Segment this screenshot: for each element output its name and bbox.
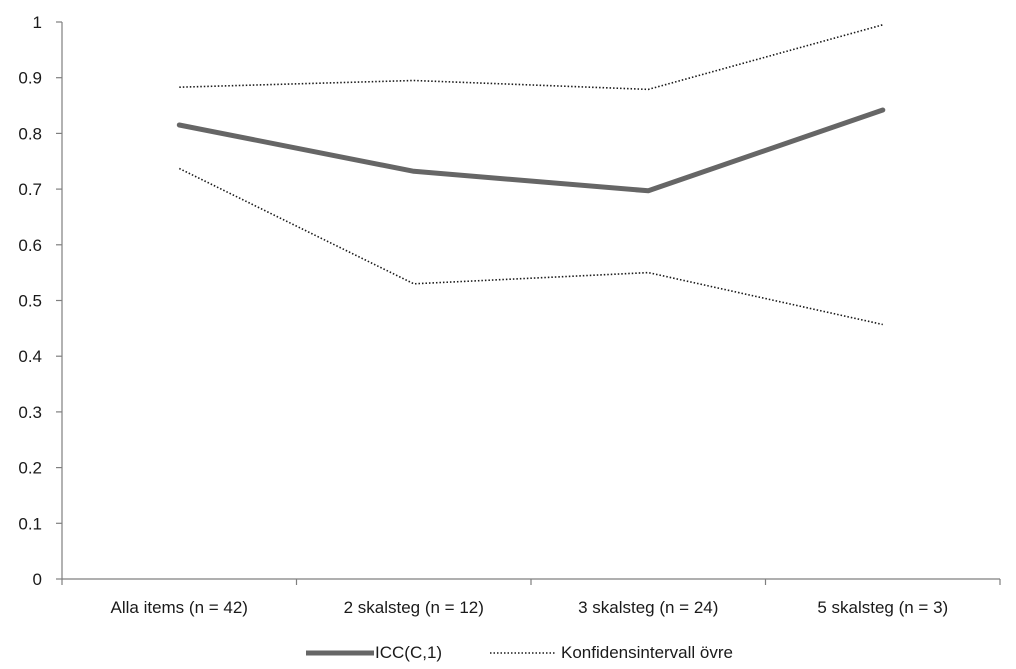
y-tick-label: 0.5 [18, 292, 42, 311]
x-category-label: 2 skalsteg (n = 12) [344, 598, 484, 617]
y-tick-label: 0.1 [18, 514, 42, 533]
x-category-label: Alla items (n = 42) [111, 598, 248, 617]
legend-label-ci: Konfidensintervall övre [561, 643, 733, 662]
series-group [176, 24, 886, 326]
x-axis-ticks: Alla items (n = 42) 2 skalsteg (n = 12) 3 … [61, 579, 1001, 617]
y-tick-label: 0.4 [18, 347, 42, 366]
y-axis-ticks: 0 0.1 0.2 0.3 0.4 0.5 0.6 0.7 0.8 0.9 1 [18, 13, 62, 589]
series-line-icc [176, 107, 886, 194]
y-tick-label: 0.8 [18, 124, 42, 143]
y-tick-label: 0.9 [18, 69, 42, 88]
y-tick-label: 0.2 [18, 459, 42, 478]
legend: ICC(C,1) Konfidensintervall övre [306, 643, 733, 662]
x-category-label: 3 skalsteg (n = 24) [578, 598, 718, 617]
y-tick-label: 0.6 [18, 236, 42, 255]
y-tick-label: 0.3 [18, 403, 42, 422]
y-tick-label: 0.7 [18, 180, 42, 199]
series-line-ci-upper [179, 24, 884, 91]
y-tick-label: 0 [33, 570, 42, 589]
x-category-label: 5 skalsteg (n = 3) [817, 598, 948, 617]
y-tick-label: 1 [33, 13, 42, 32]
series-line-ci-lower [178, 167, 883, 326]
legend-label-icc: ICC(C,1) [375, 643, 442, 662]
